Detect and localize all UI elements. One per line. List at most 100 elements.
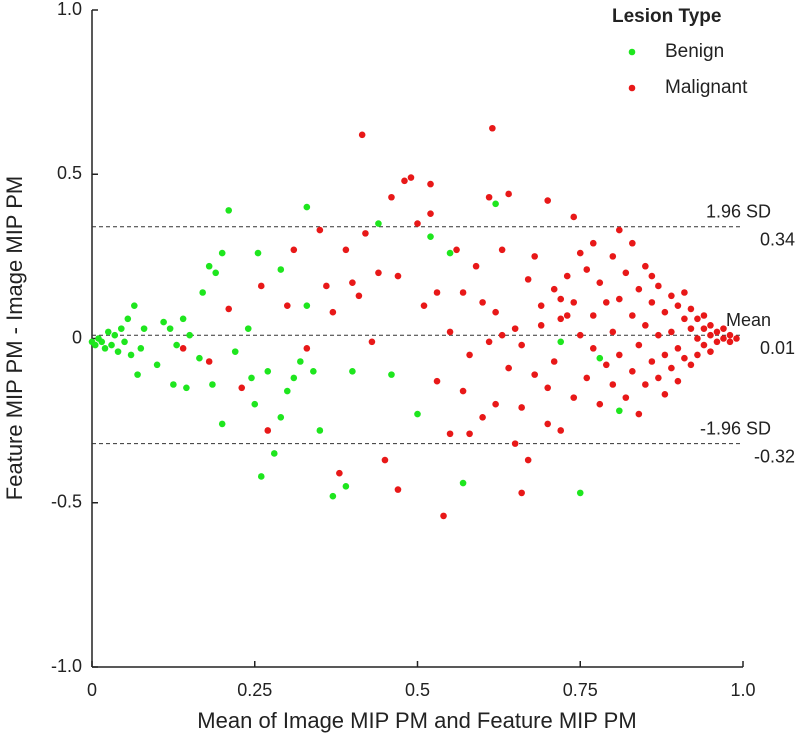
- point: [127, 351, 135, 359]
- point: [446, 249, 454, 257]
- point: [290, 246, 298, 254]
- legend-marker: [628, 48, 636, 56]
- point: [505, 364, 512, 372]
- reference-value: 0.34: [760, 230, 795, 250]
- point: [602, 299, 610, 306]
- point: [661, 391, 669, 398]
- x-tick-label: 0: [87, 680, 97, 700]
- point: [642, 322, 649, 329]
- point: [642, 381, 649, 388]
- point: [427, 180, 434, 188]
- point: [596, 354, 604, 362]
- point: [101, 345, 109, 352]
- point: [117, 325, 125, 332]
- point: [375, 269, 382, 277]
- point: [284, 302, 291, 309]
- point: [225, 305, 233, 313]
- point: [453, 246, 460, 254]
- point: [209, 381, 216, 388]
- point: [427, 233, 434, 240]
- point: [550, 358, 558, 365]
- point: [355, 292, 363, 300]
- reference-value: -0.32: [754, 446, 795, 466]
- point: [108, 341, 115, 349]
- point: [225, 207, 233, 214]
- point: [98, 338, 106, 346]
- y-tick-label: -1.0: [51, 656, 82, 676]
- point: [446, 430, 454, 438]
- point: [694, 335, 701, 342]
- point: [134, 371, 141, 378]
- point: [492, 400, 499, 408]
- point: [349, 368, 356, 375]
- point: [485, 193, 493, 201]
- point: [563, 272, 571, 280]
- point: [459, 479, 467, 487]
- point: [472, 262, 480, 270]
- point: [358, 131, 366, 139]
- point: [264, 427, 272, 434]
- point: [205, 262, 213, 270]
- point: [420, 302, 428, 309]
- point: [687, 361, 695, 369]
- point: [153, 361, 161, 369]
- point: [388, 193, 395, 201]
- point: [544, 197, 551, 204]
- point: [414, 220, 421, 227]
- point: [114, 348, 122, 355]
- point: [674, 377, 682, 385]
- point: [648, 299, 656, 306]
- point: [388, 371, 395, 378]
- point: [713, 338, 721, 346]
- point: [479, 414, 486, 421]
- point: [557, 427, 565, 434]
- point: [707, 348, 714, 355]
- point: [124, 315, 132, 323]
- point: [303, 345, 311, 352]
- legend-marker: [628, 84, 636, 92]
- point: [518, 489, 525, 497]
- point: [349, 279, 356, 286]
- point: [576, 489, 584, 497]
- point: [485, 338, 493, 346]
- point: [316, 226, 324, 234]
- y-axis-label: Feature MIP PM - Image MIP PM: [2, 176, 27, 500]
- y-tick-label: 0.5: [57, 163, 82, 183]
- point: [537, 322, 545, 329]
- point: [681, 315, 688, 323]
- point: [661, 308, 669, 316]
- point: [726, 331, 734, 339]
- point: [668, 292, 675, 300]
- point: [342, 246, 350, 254]
- legend-label: Benign: [665, 41, 724, 62]
- point: [459, 289, 467, 296]
- point: [511, 440, 519, 447]
- point: [531, 371, 538, 378]
- point: [362, 230, 369, 237]
- point: [531, 253, 538, 260]
- point: [674, 302, 682, 309]
- point: [524, 276, 532, 283]
- point: [466, 351, 473, 359]
- point: [681, 354, 688, 362]
- point: [694, 315, 701, 323]
- point: [635, 410, 643, 418]
- point: [166, 325, 174, 332]
- point: [609, 253, 617, 260]
- point: [518, 341, 525, 349]
- point: [218, 420, 226, 428]
- point: [570, 394, 578, 401]
- point: [635, 285, 643, 293]
- point: [498, 246, 506, 254]
- point: [257, 282, 265, 290]
- point: [277, 266, 285, 273]
- point: [524, 456, 532, 464]
- point: [248, 374, 255, 382]
- point: [570, 213, 578, 221]
- point: [257, 473, 265, 480]
- point: [589, 312, 597, 319]
- point: [160, 318, 167, 326]
- point: [270, 450, 278, 457]
- point: [459, 387, 467, 395]
- point: [179, 345, 187, 352]
